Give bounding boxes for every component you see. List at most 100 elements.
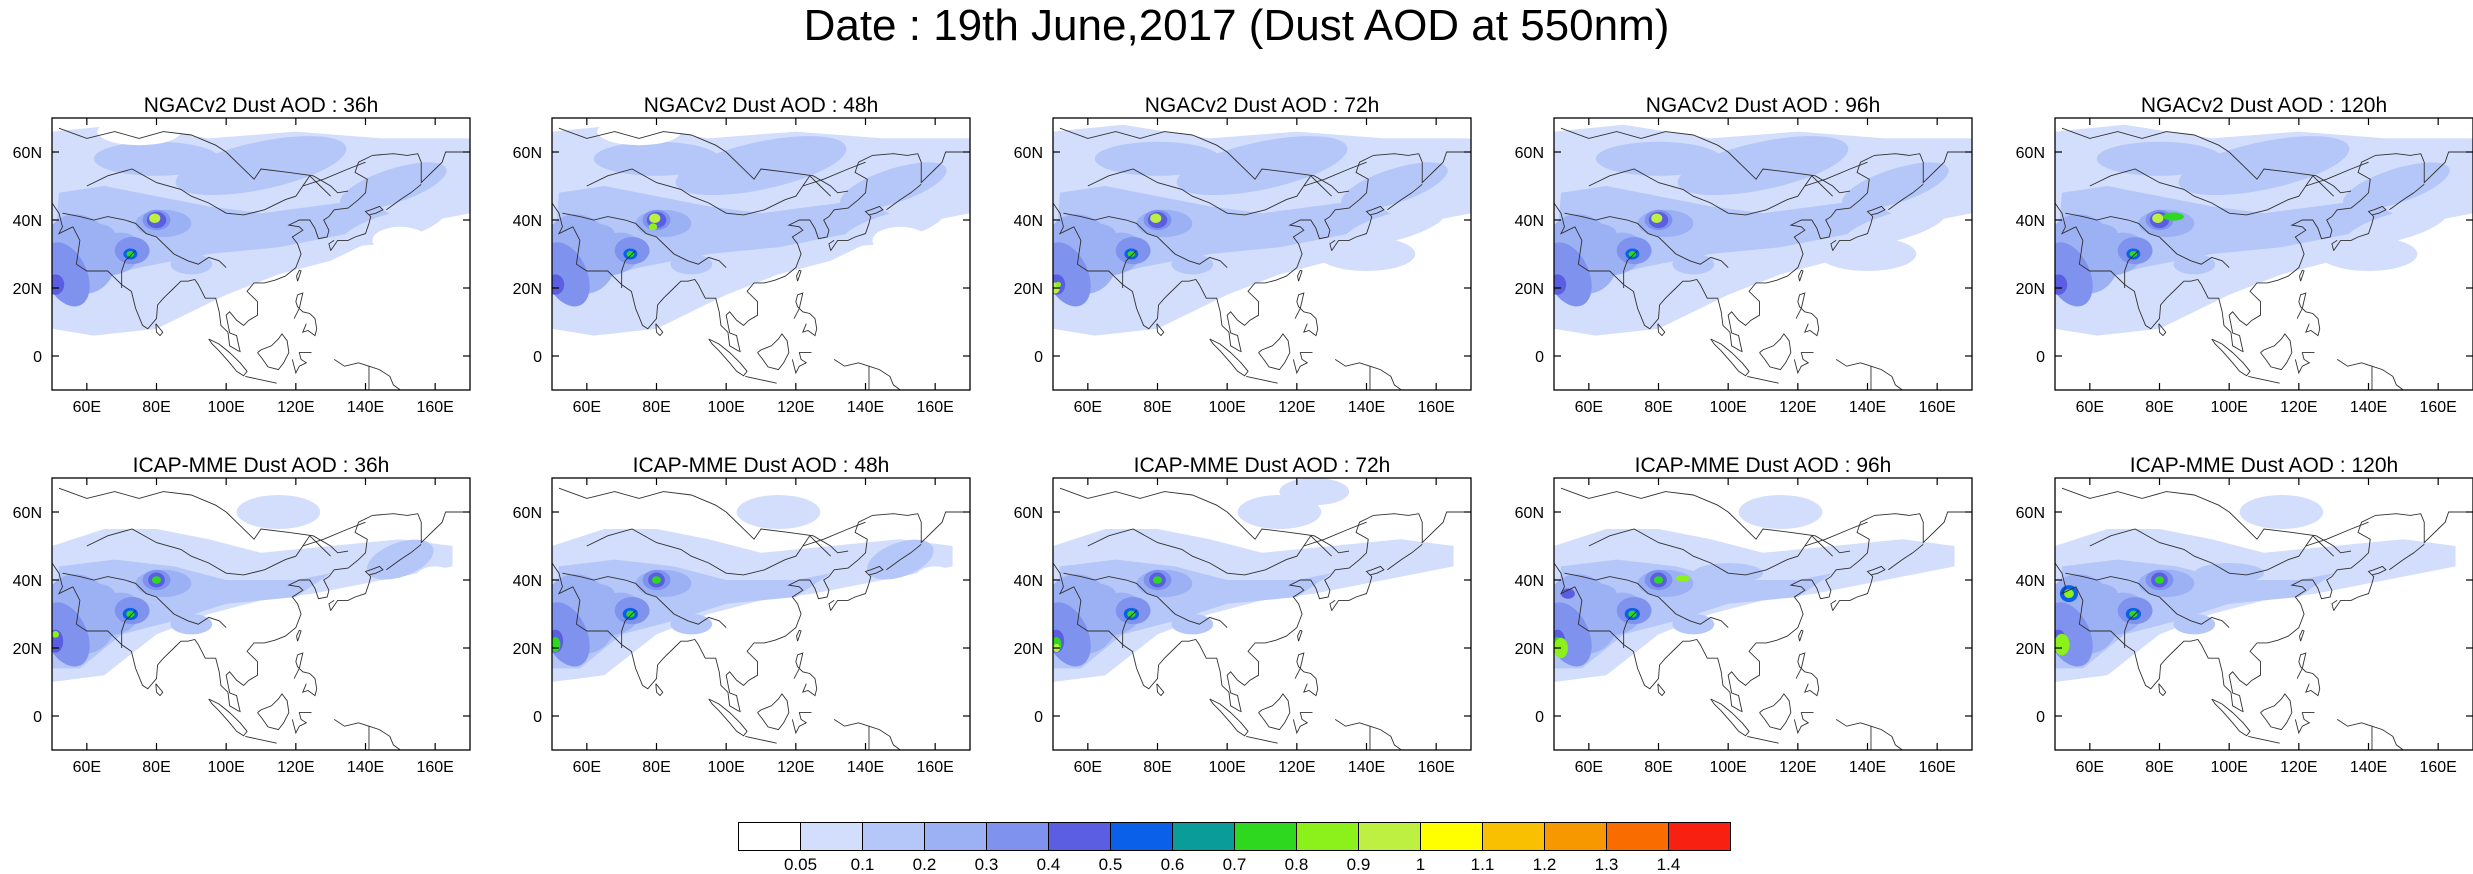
aod-field [52,118,470,390]
colorbar-swatch [1358,822,1421,851]
colorbar-swatch [1544,822,1607,851]
colorbar-swatch [1234,822,1297,851]
colorbar-label: 0.6 [1161,855,1185,874]
map-plot: 60E 80E 100E 120E 140E 160E 0 20N 40N 60N [2016,477,2473,776]
coastline-layer [52,487,470,750]
lat-tick-label: 0 [1034,709,1043,726]
colorbar-label: 1.1 [1471,855,1495,874]
aod-field [1554,118,1972,390]
aod-field [2055,478,2473,750]
colorbar-label: 0.4 [1037,855,1061,874]
lat-tick-label: 40N [2016,573,2045,590]
lon-tick-label: 80E [642,399,670,416]
map-frame [551,477,971,751]
panel-title: ICAP-MME Dust AOD : 36h [132,454,390,477]
lat-tick-label: 60N [2016,505,2045,522]
map-frame [2054,477,2473,751]
aod-field [1053,118,1471,390]
colorbar-label: 0.5 [1099,855,1123,874]
panel-title: NGACv2 Dust AOD : 72h [1144,94,1380,117]
lon-tick-label: 120E [2280,399,2317,416]
colorbar-label: 1.4 [1657,855,1681,874]
lat-tick-label: 40N [513,573,542,590]
coastline-layer [2055,487,2473,750]
lat-tick-label: 20N [2016,281,2045,298]
lon-tick-label: 60E [1575,399,1603,416]
colorbar-swatch [1172,822,1235,851]
lat-tick-label: 40N [513,213,542,230]
ngac-map-panel-2: NGACv2 Dust AOD : 72h 60E 80E 100E 120E 140E 1… [1001,94,1472,416]
lon-tick-label: 160E [416,759,453,776]
panel-title: ICAP-MME Dust AOD : 120h [2129,454,2399,477]
map-frame [51,117,471,391]
colorbar-swatch [1296,822,1359,851]
lat-tick-label: 0 [2036,709,2045,726]
lon-tick-label: 100E [1709,759,1746,776]
aod-field [1053,478,1471,750]
lat-tick-label: 60N [13,145,42,162]
lat-tick-label: 20N [1515,641,1544,658]
map-frame [51,477,471,751]
lon-tick-label: 60E [2076,759,2104,776]
map-frame [1553,117,1973,391]
map-plot: 60E 80E 100E 120E 140E 160E 0 20N 40N 60N [13,117,471,416]
lon-tick-label: 80E [1644,399,1672,416]
aod-field [552,118,970,390]
lon-tick-label: 80E [1644,759,1672,776]
icap-map-panel-3: ICAP-MME Dust AOD : 96h 60E 80E 100E 120E 140… [1502,454,1973,776]
colorbar-label: 0.1 [851,855,875,874]
coastline-layer [1554,487,1972,750]
map-plot: 60E 80E 100E 120E 140E 160E 0 20N 40N 60N [513,117,971,416]
lon-tick-label: 80E [1143,759,1171,776]
lat-tick-label: 40N [13,213,42,230]
aod-field [1554,478,1972,750]
lon-tick-label: 80E [142,759,170,776]
lat-tick-label: 0 [33,709,42,726]
lat-tick-label: 0 [1034,349,1043,366]
icap-map-panel-1: ICAP-MME Dust AOD : 48h 60E 80E 100E 120E 140… [500,454,971,776]
lat-tick-label: 60N [1515,505,1544,522]
lon-tick-label: 140E [347,759,384,776]
coastline-layer [1053,487,1471,750]
lon-tick-label: 60E [73,399,101,416]
lon-tick-label: 60E [2076,399,2104,416]
lat-tick-label: 20N [2016,641,2045,658]
lon-tick-label: 100E [2210,399,2247,416]
lon-tick-label: 160E [2419,759,2456,776]
lat-tick-label: 20N [1515,281,1544,298]
map-frame [2054,117,2473,391]
lon-tick-label: 100E [1208,759,1245,776]
lat-tick-label: 60N [1014,505,1043,522]
coastline-layer [552,487,970,750]
colorbar-swatch [1482,822,1545,851]
lon-tick-label: 160E [2419,399,2456,416]
colorbar-swatch [862,822,925,851]
lon-tick-label: 120E [1278,399,1315,416]
lon-tick-label: 80E [2145,759,2173,776]
lat-tick-label: 60N [1515,145,1544,162]
colorbar-swatch [1420,822,1483,851]
ngac-map-panel-3: NGACv2 Dust AOD : 96h 60E 80E 100E 120E 140E 1… [1502,94,1973,416]
lon-tick-label: 140E [847,399,884,416]
lon-tick-label: 120E [777,399,814,416]
aod-field [2055,118,2473,390]
lon-tick-label: 60E [573,399,601,416]
lon-tick-label: 160E [916,399,953,416]
lon-tick-label: 140E [2350,399,2387,416]
colorbar-swatch [1668,822,1731,851]
lon-tick-label: 120E [277,759,314,776]
lon-tick-label: 140E [1849,399,1886,416]
lon-tick-label: 140E [1348,759,1385,776]
map-plot: 60E 80E 100E 120E 140E 160E 0 20N 40N 60N [1014,477,1472,776]
aod-field [552,478,970,750]
lon-tick-label: 100E [1709,399,1746,416]
lon-tick-label: 120E [1779,399,1816,416]
lat-tick-label: 20N [513,641,542,658]
lon-tick-label: 60E [573,759,601,776]
lat-tick-label: 40N [1515,573,1544,590]
colorbar-label: 0.7 [1223,855,1247,874]
ngac-map-panel-4: NGACv2 Dust AOD : 120h 60E 80E 100E 120E 140E… [2003,94,2473,416]
colorbar-label: 1.3 [1595,855,1619,874]
panel-title: NGACv2 Dust AOD : 96h [1645,94,1881,117]
lon-tick-label: 100E [707,399,744,416]
